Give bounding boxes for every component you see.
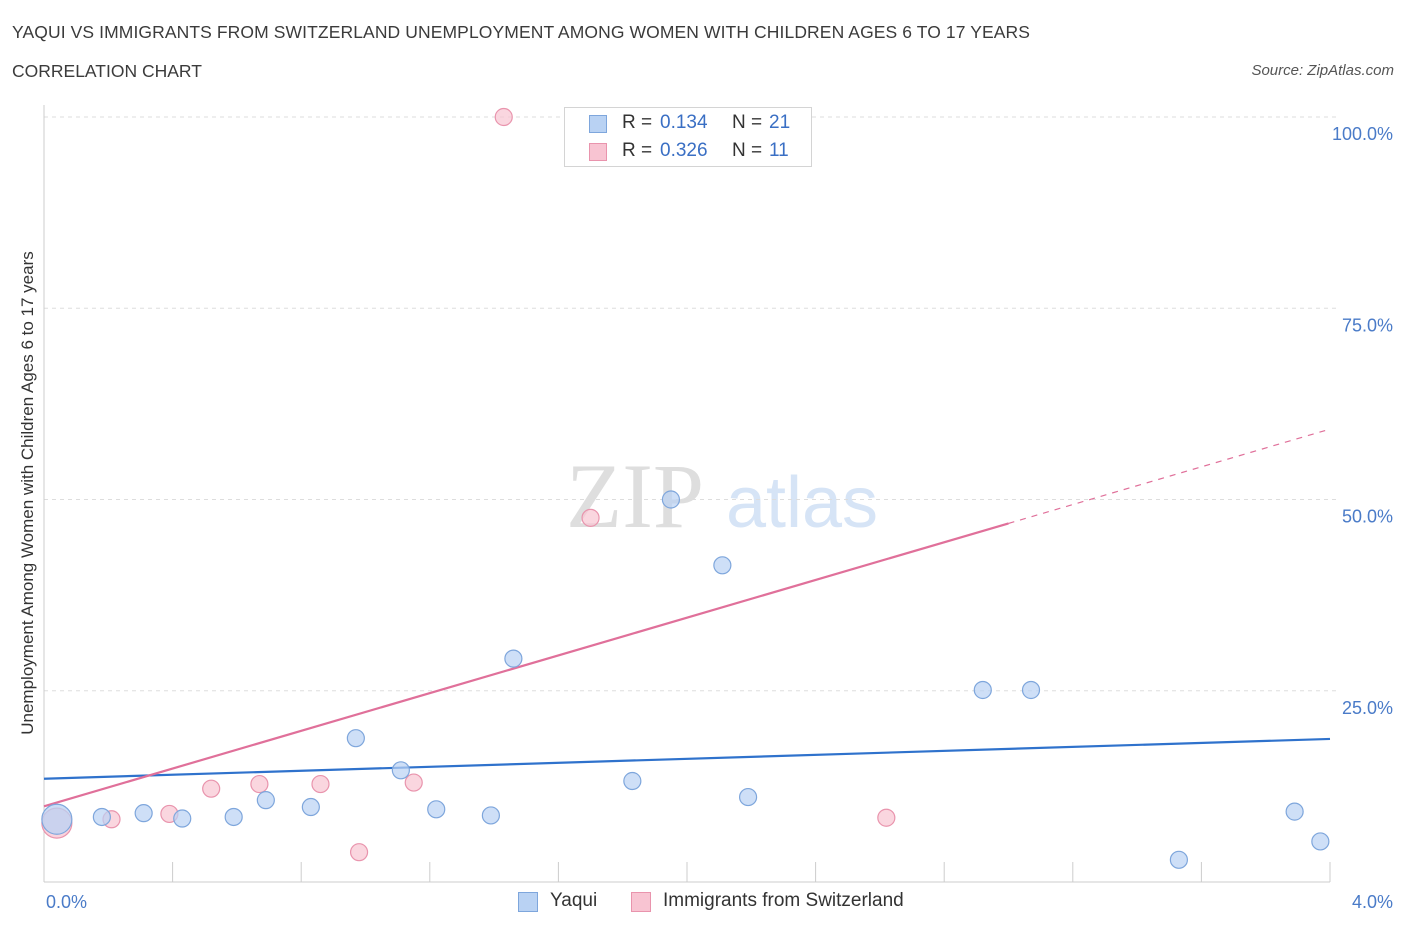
yaqui-point	[41, 803, 73, 835]
chart-title: YAQUI VS IMMIGRANTS FROM SWITZERLAND UNE…	[12, 22, 1031, 42]
r-value: 0.326	[660, 140, 708, 161]
tick-labels: 25.0% 50.0% 75.0% 100.0% 0.0% 4.0%	[46, 124, 1393, 912]
watermark-zip: ZIP	[566, 445, 704, 547]
legend-swatch-yaqui	[518, 892, 538, 912]
yaqui-point	[481, 806, 500, 825]
swiss-point	[202, 779, 221, 798]
yaqui-point	[504, 649, 523, 668]
watermark: ZIP atlas	[566, 445, 878, 547]
x-tick-label: 4.0%	[1352, 892, 1393, 912]
n-value: 21	[769, 112, 791, 133]
yaqui-point	[623, 771, 642, 791]
r-label: R =	[622, 140, 653, 161]
yaqui-point	[738, 787, 758, 807]
yaqui-point	[661, 490, 681, 509]
swiss-point	[250, 774, 269, 794]
x-tick-label: 0.0%	[46, 892, 87, 912]
yaqui-point	[92, 807, 111, 827]
stats-box: R = 0.134 N = 21 R = 0.326 N = 11	[564, 107, 812, 167]
watermark-atlas: atlas	[726, 463, 878, 543]
n-label: N =	[732, 140, 763, 161]
yaqui-point	[346, 729, 365, 748]
legend-label-yaqui: Yaqui	[550, 890, 598, 911]
n-label: N =	[732, 112, 763, 133]
trend-line-dashed	[1008, 428, 1331, 524]
yaqui-point	[173, 809, 192, 828]
r-label: R =	[622, 112, 653, 133]
swiss-point	[404, 773, 423, 792]
yaqui-point	[224, 807, 243, 827]
swiss-point	[494, 107, 513, 127]
yaqui-point	[1311, 832, 1330, 851]
grid	[44, 116, 1340, 692]
swiss-point	[311, 774, 330, 794]
source-credit: Source: ZipAtlas.com	[1251, 62, 1394, 79]
trend-lines	[43, 428, 1331, 808]
y-tick-label: 75.0%	[1342, 315, 1393, 335]
yaqui-point	[301, 797, 320, 817]
data-points	[41, 107, 1330, 869]
yaqui-point	[256, 791, 275, 810]
trend-line	[43, 737, 1331, 780]
y-tick-label: 50.0%	[1342, 507, 1393, 527]
yaqui-swatch	[589, 115, 607, 133]
y-tick-label: 25.0%	[1342, 698, 1393, 718]
yaqui-point	[427, 800, 446, 819]
swiss-swatch	[589, 143, 607, 161]
swiss-point	[349, 843, 369, 862]
yaqui-point	[391, 761, 410, 780]
yaqui-point	[1169, 850, 1188, 869]
swiss-point	[581, 508, 600, 527]
yaqui-point	[1285, 802, 1304, 821]
r-value: 0.134	[660, 112, 708, 133]
swiss-point	[877, 808, 896, 827]
yaqui-point	[973, 680, 992, 700]
legend-swatch-swiss	[631, 892, 651, 912]
y-tick-label: 100.0%	[1332, 124, 1393, 144]
n-value: 11	[769, 140, 789, 161]
legend-label-swiss: Immigrants from Switzerland	[663, 890, 904, 911]
yaqui-point	[713, 556, 732, 575]
yaqui-point	[1021, 680, 1041, 700]
chart-subtitle: CORRELATION CHART	[12, 61, 202, 81]
axes	[43, 105, 1331, 883]
yaqui-point	[134, 804, 153, 823]
trend-line-solid	[43, 522, 1009, 808]
